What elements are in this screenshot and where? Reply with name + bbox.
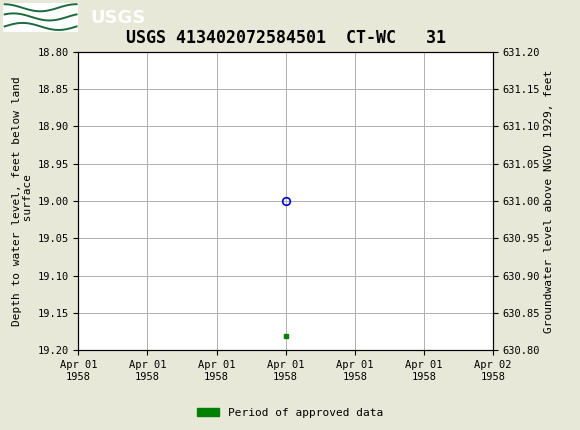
Title: USGS 413402072584501  CT-WC   31: USGS 413402072584501 CT-WC 31 (126, 29, 445, 47)
Bar (3, 3, 78, 32)
Y-axis label: Groundwater level above NGVD 1929, feet: Groundwater level above NGVD 1929, feet (545, 69, 554, 333)
Legend: Period of approved data: Period of approved data (193, 403, 387, 422)
Y-axis label: Depth to water level, feet below land
 surface: Depth to water level, feet below land su… (12, 76, 33, 326)
Text: USGS: USGS (90, 9, 145, 27)
